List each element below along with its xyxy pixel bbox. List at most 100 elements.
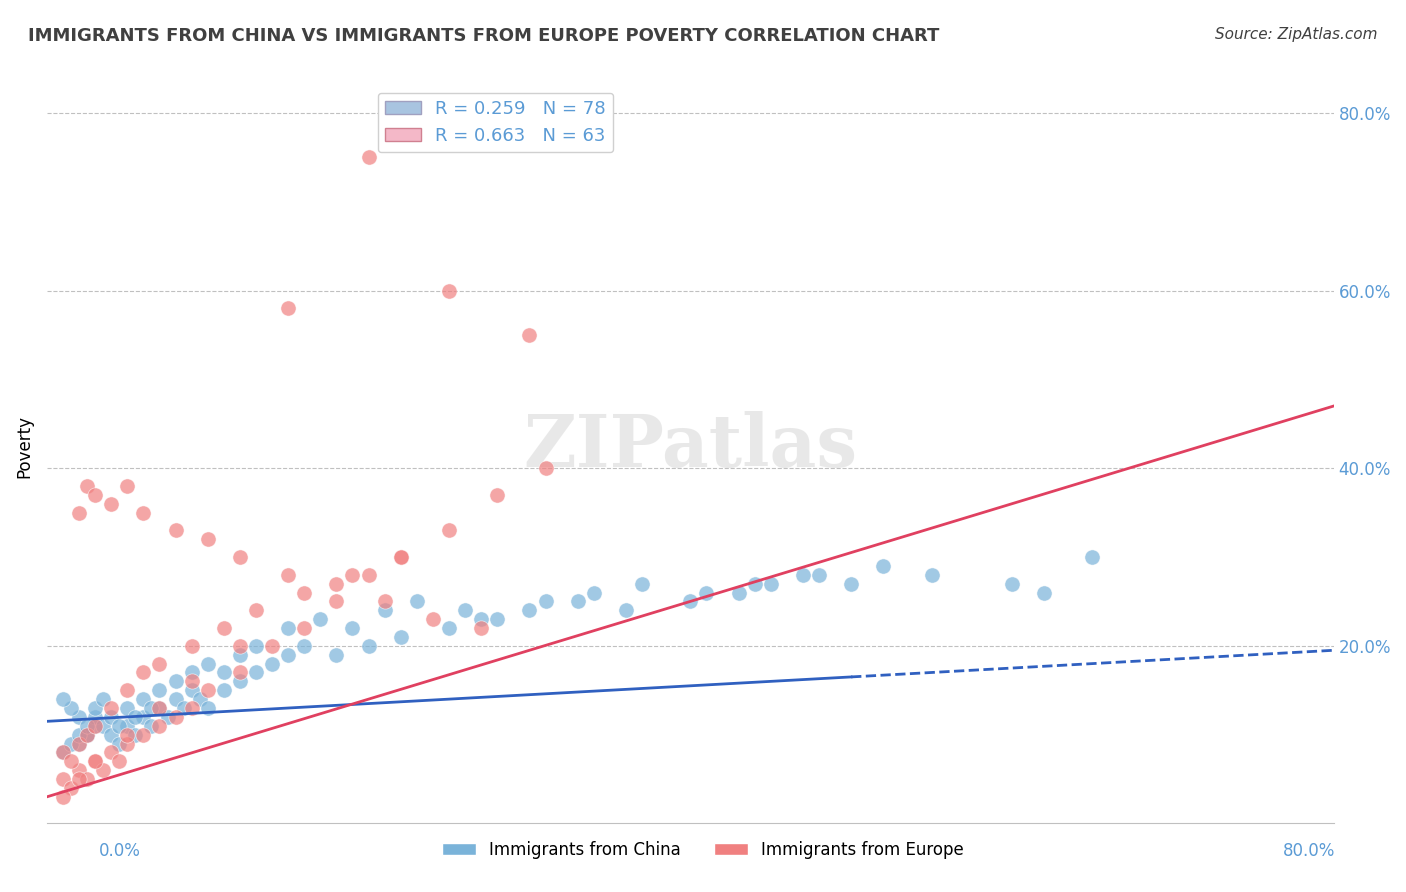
Point	[108, 737, 131, 751]
Point	[292, 639, 315, 653]
Point	[389, 630, 412, 644]
Point	[84, 754, 107, 768]
Point	[117, 683, 139, 698]
Point	[165, 524, 187, 538]
Point	[374, 603, 396, 617]
Point	[614, 603, 637, 617]
Point	[148, 701, 170, 715]
Point	[132, 506, 155, 520]
Point	[108, 754, 131, 768]
Point	[245, 639, 267, 653]
Point	[759, 576, 782, 591]
Point	[437, 524, 460, 538]
Point	[84, 754, 107, 768]
Point	[292, 621, 315, 635]
Point	[52, 746, 75, 760]
Point	[117, 479, 139, 493]
Point	[180, 674, 202, 689]
Point	[91, 719, 114, 733]
Point	[67, 506, 90, 520]
Point	[277, 567, 299, 582]
Point	[437, 621, 460, 635]
Point	[807, 567, 830, 582]
Point	[76, 719, 98, 733]
Point	[744, 576, 766, 591]
Point	[117, 719, 139, 733]
Point	[486, 488, 509, 502]
Text: IMMIGRANTS FROM CHINA VS IMMIGRANTS FROM EUROPE POVERTY CORRELATION CHART: IMMIGRANTS FROM CHINA VS IMMIGRANTS FROM…	[28, 27, 939, 45]
Point	[117, 728, 139, 742]
Point	[342, 621, 364, 635]
Point	[567, 594, 589, 608]
Point	[100, 746, 122, 760]
Point	[389, 549, 412, 564]
Point	[437, 284, 460, 298]
Text: Source: ZipAtlas.com: Source: ZipAtlas.com	[1215, 27, 1378, 42]
Point	[197, 657, 219, 671]
Point	[67, 737, 90, 751]
Point	[262, 639, 284, 653]
Point	[534, 461, 557, 475]
Point	[67, 772, 90, 786]
Point	[357, 567, 380, 582]
Point	[76, 728, 98, 742]
Point	[212, 621, 235, 635]
Point	[342, 567, 364, 582]
Point	[229, 674, 252, 689]
Point	[197, 533, 219, 547]
Point	[277, 301, 299, 316]
Point	[84, 488, 107, 502]
Point	[422, 612, 444, 626]
Point	[1001, 576, 1024, 591]
Point	[325, 648, 347, 662]
Point	[519, 328, 541, 343]
Point	[262, 657, 284, 671]
Point	[67, 728, 90, 742]
Point	[309, 612, 332, 626]
Point	[156, 710, 179, 724]
Point	[534, 594, 557, 608]
Point	[229, 665, 252, 680]
Point	[727, 585, 749, 599]
Point	[148, 657, 170, 671]
Point	[84, 719, 107, 733]
Point	[100, 710, 122, 724]
Point	[277, 648, 299, 662]
Point	[389, 549, 412, 564]
Point	[84, 710, 107, 724]
Text: 80.0%: 80.0%	[1284, 842, 1336, 860]
Point	[245, 665, 267, 680]
Point	[357, 639, 380, 653]
Point	[52, 772, 75, 786]
Point	[100, 497, 122, 511]
Point	[292, 585, 315, 599]
Point	[148, 719, 170, 733]
Point	[921, 567, 943, 582]
Point	[180, 639, 202, 653]
Point	[141, 719, 163, 733]
Point	[91, 692, 114, 706]
Point	[245, 603, 267, 617]
Point	[173, 701, 195, 715]
Point	[132, 728, 155, 742]
Point	[357, 150, 380, 164]
Point	[839, 576, 862, 591]
Point	[229, 648, 252, 662]
Point	[108, 719, 131, 733]
Legend: R = 0.259   N = 78, R = 0.663   N = 63: R = 0.259 N = 78, R = 0.663 N = 63	[378, 93, 613, 153]
Point	[60, 737, 83, 751]
Point	[52, 789, 75, 804]
Point	[67, 737, 90, 751]
Point	[76, 728, 98, 742]
Point	[60, 701, 83, 715]
Point	[148, 701, 170, 715]
Point	[52, 692, 75, 706]
Y-axis label: Poverty: Poverty	[15, 415, 32, 477]
Point	[124, 710, 146, 724]
Point	[374, 594, 396, 608]
Point	[695, 585, 717, 599]
Point	[76, 728, 98, 742]
Point	[100, 728, 122, 742]
Point	[212, 665, 235, 680]
Point	[325, 594, 347, 608]
